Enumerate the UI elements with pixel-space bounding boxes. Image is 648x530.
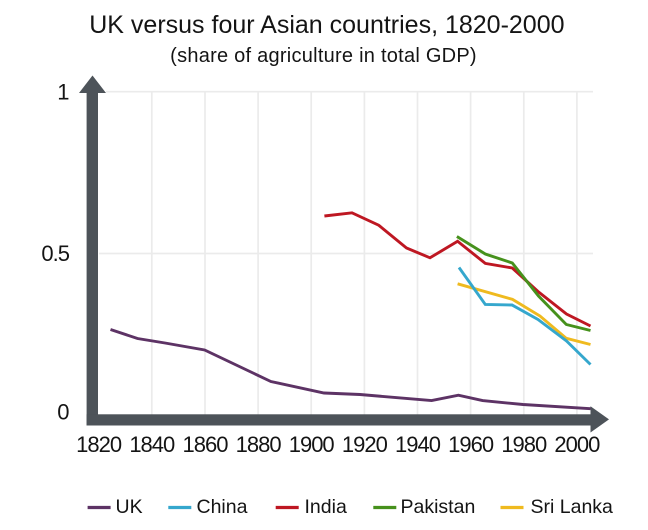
svg-text:UK versus four Asian countries: UK versus four Asian countries, 1820-200… bbox=[89, 11, 564, 39]
svg-text:1880: 1880 bbox=[236, 432, 282, 457]
svg-text:1960: 1960 bbox=[448, 432, 494, 457]
svg-text:1980: 1980 bbox=[501, 432, 547, 457]
svg-text:1820: 1820 bbox=[76, 432, 122, 457]
svg-text:1920: 1920 bbox=[342, 432, 388, 457]
svg-text:Pakistan: Pakistan bbox=[401, 496, 476, 518]
svg-text:1900: 1900 bbox=[289, 432, 335, 457]
svg-text:0.5: 0.5 bbox=[41, 241, 69, 266]
svg-text:1860: 1860 bbox=[183, 432, 229, 457]
svg-text:China: China bbox=[197, 496, 248, 518]
svg-text:UK: UK bbox=[116, 496, 143, 518]
svg-text:0: 0 bbox=[57, 400, 69, 425]
svg-text:1: 1 bbox=[57, 80, 69, 105]
svg-text:(share of agriculture in total: (share of agriculture in total GDP) bbox=[170, 45, 477, 67]
svg-text:India: India bbox=[305, 496, 347, 518]
svg-text:1940: 1940 bbox=[395, 432, 441, 457]
svg-text:1840: 1840 bbox=[129, 432, 175, 457]
svg-text:Sri Lanka: Sri Lanka bbox=[531, 496, 614, 518]
svg-text:2000: 2000 bbox=[554, 432, 600, 457]
